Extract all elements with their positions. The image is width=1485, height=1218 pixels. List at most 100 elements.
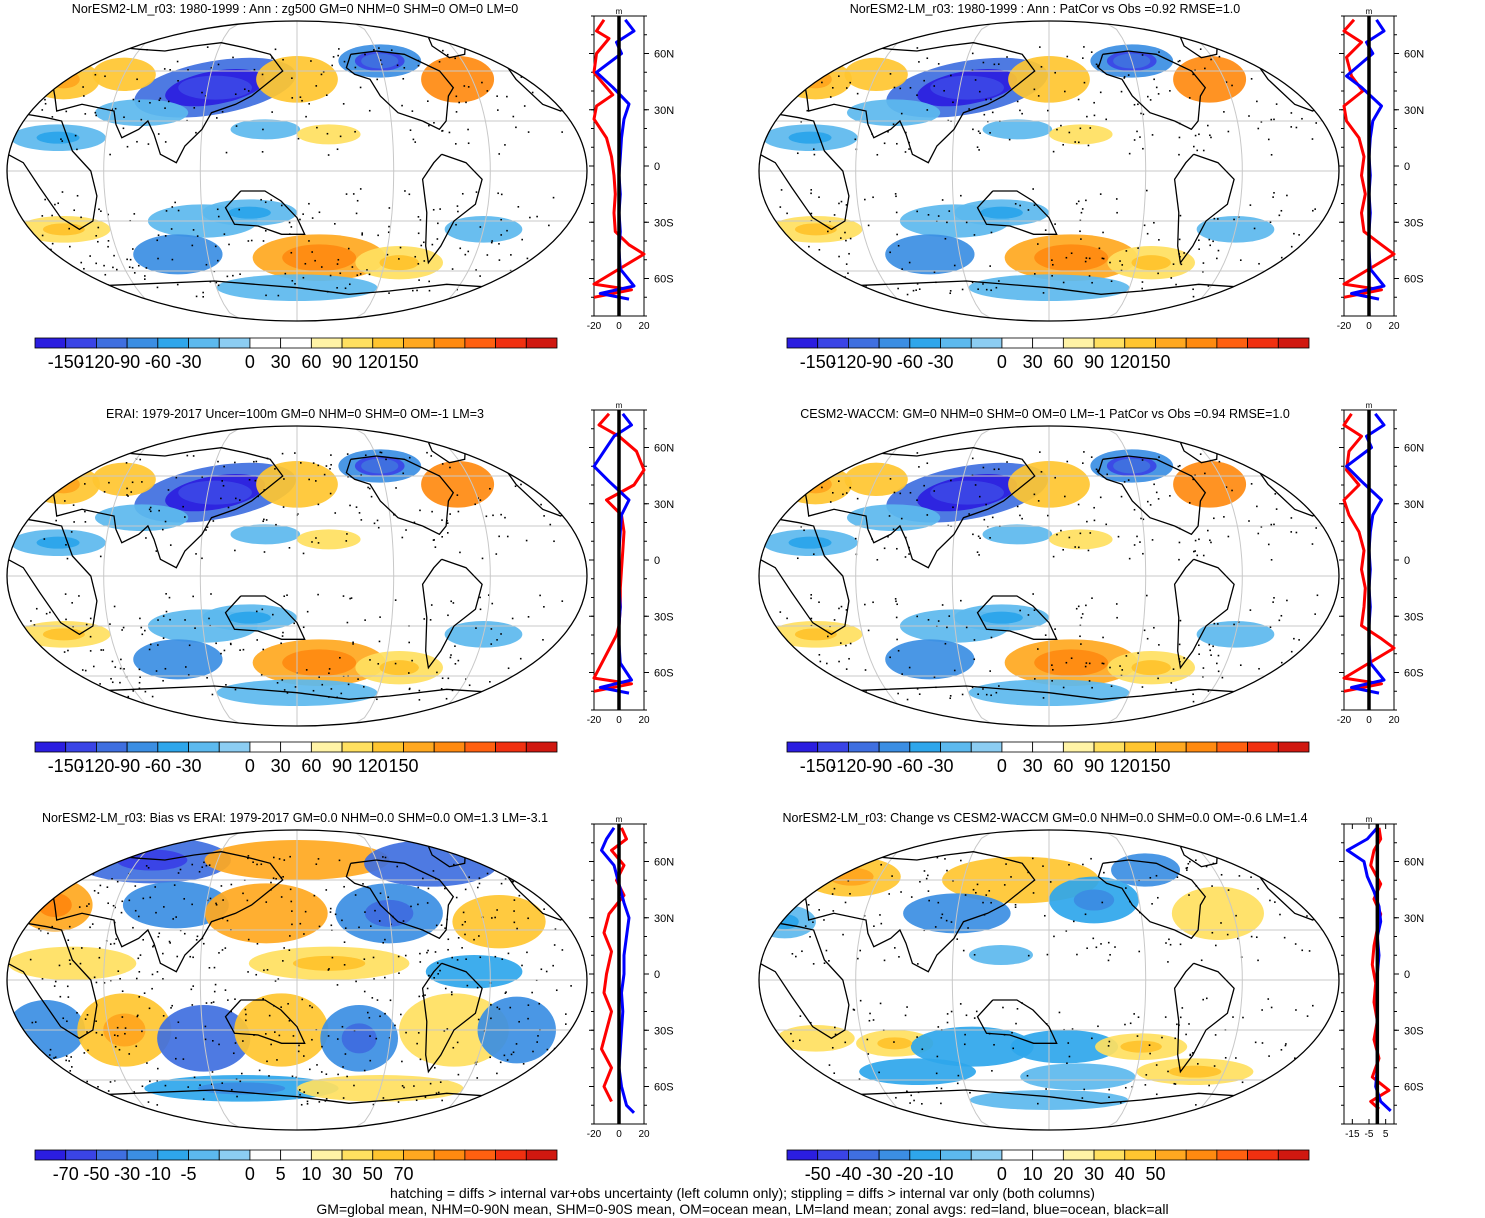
stipple-dot	[289, 888, 292, 891]
stipple-dot	[1090, 857, 1092, 860]
colorbar-swatch	[1216, 1149, 1248, 1161]
stipple-dot	[944, 237, 947, 240]
stipple-dot	[84, 113, 87, 115]
stipple-dot	[417, 232, 420, 235]
stipple-dot	[387, 231, 390, 234]
stipple-dot	[989, 265, 991, 267]
stipple-dot	[118, 1048, 121, 1051]
zonal-ytick-label: 30S	[1404, 217, 1424, 229]
stipple-dot	[347, 683, 350, 686]
stipple-dot	[1042, 697, 1045, 699]
stipple-dot	[54, 980, 57, 983]
stipple-dot	[212, 1040, 214, 1042]
stipple-dot	[523, 880, 526, 882]
coastline	[224, 595, 306, 640]
stipple-dot	[104, 273, 107, 276]
stipple-dot	[201, 866, 204, 868]
stipple-dot	[373, 522, 376, 525]
stipple-dot	[809, 935, 811, 938]
zonal-unit-label: m	[1366, 401, 1373, 410]
stipple-dot	[454, 645, 456, 647]
stipple-dot	[286, 594, 288, 596]
stipple-dot	[1257, 959, 1259, 962]
stipple-dot	[234, 998, 236, 1000]
stipple-dot	[1108, 1088, 1110, 1091]
stipple-dot	[447, 948, 449, 951]
stipple-dot	[1249, 685, 1252, 688]
stipple-dot	[490, 241, 493, 244]
stipple-dot	[1217, 249, 1220, 252]
stipple-dot	[72, 504, 75, 506]
stipple-dot	[282, 875, 284, 878]
stipple-dot	[84, 855, 87, 857]
colorbar-swatch	[126, 337, 159, 349]
zonal-ytick-label: 60N	[654, 857, 674, 869]
stipple-dot	[388, 225, 390, 228]
stipple-dot	[1208, 238, 1211, 241]
stipple-dot	[1295, 1009, 1297, 1011]
zonal-ocean-line	[595, 18, 636, 301]
stipple-dot	[1255, 936, 1258, 939]
stipple-dot	[126, 258, 128, 261]
anomaly-map	[6, 20, 588, 322]
stipple-dot	[497, 109, 499, 111]
longitude-gridline	[403, 21, 491, 321]
stipple-dot	[341, 1025, 344, 1028]
stipple-dot	[126, 145, 129, 148]
stipple-dot	[904, 151, 907, 153]
stipple-dot	[214, 983, 217, 986]
anomaly-core	[1131, 660, 1171, 676]
stipple-dot	[1120, 495, 1123, 498]
stipple-dot	[66, 557, 69, 560]
stipple-dot	[317, 1092, 319, 1094]
zonal-unit-label: m	[616, 401, 623, 410]
stipple-dot	[1175, 283, 1177, 286]
stipple-dot	[65, 543, 67, 546]
stipple-dot	[828, 1064, 831, 1066]
stipple-dot	[844, 901, 847, 904]
stipple-dot	[854, 537, 857, 540]
stipple-dot	[840, 605, 843, 608]
stipple-dot	[320, 266, 323, 268]
stipple-dot	[352, 193, 355, 195]
stipple-dot	[308, 240, 310, 242]
zonal-xtick-label: 20	[1388, 715, 1400, 726]
stipple-dot	[34, 1021, 37, 1023]
stipple-dot	[1157, 498, 1160, 500]
stipple-dot	[819, 660, 822, 663]
longitude-gridline	[855, 21, 943, 321]
stipple-dot	[949, 695, 952, 697]
stipple-dot	[504, 516, 506, 519]
stipple-dot	[99, 295, 102, 297]
stipple-dot	[494, 295, 496, 298]
stipple-dot	[1304, 1058, 1306, 1061]
stipple-dot	[446, 53, 449, 56]
stipple-dot	[495, 553, 498, 555]
stipple-dot	[478, 935, 480, 937]
stipple-dot	[848, 657, 850, 660]
stipple-dot	[255, 610, 258, 613]
stipple-dot	[1298, 234, 1300, 236]
anomaly-contour	[94, 504, 189, 531]
stipple-dot	[95, 262, 97, 265]
stipple-dot	[1276, 878, 1279, 881]
stipple-dot	[1294, 943, 1297, 945]
stipple-dot	[154, 886, 157, 888]
stipple-dot	[215, 642, 217, 645]
stipple-dot	[109, 979, 112, 982]
stipple-dot	[162, 978, 164, 980]
anomaly-contour	[94, 99, 189, 126]
colorbar: -150-120 -90 -60 -30 0 30 60 90 120 150	[786, 337, 1310, 372]
stipple-dot	[358, 512, 361, 514]
stipple-dot	[119, 977, 121, 980]
stipple-dot	[376, 698, 378, 701]
anomaly-contour	[26, 464, 100, 505]
stipple-dot	[145, 865, 148, 867]
stipple-dot	[262, 128, 264, 131]
stipple-dot	[818, 284, 820, 287]
anomaly-map	[6, 425, 588, 727]
stipple-dot	[872, 601, 874, 604]
stipple-dot	[359, 86, 362, 89]
stipple-dot	[326, 132, 329, 135]
stipple-dot	[414, 141, 417, 143]
